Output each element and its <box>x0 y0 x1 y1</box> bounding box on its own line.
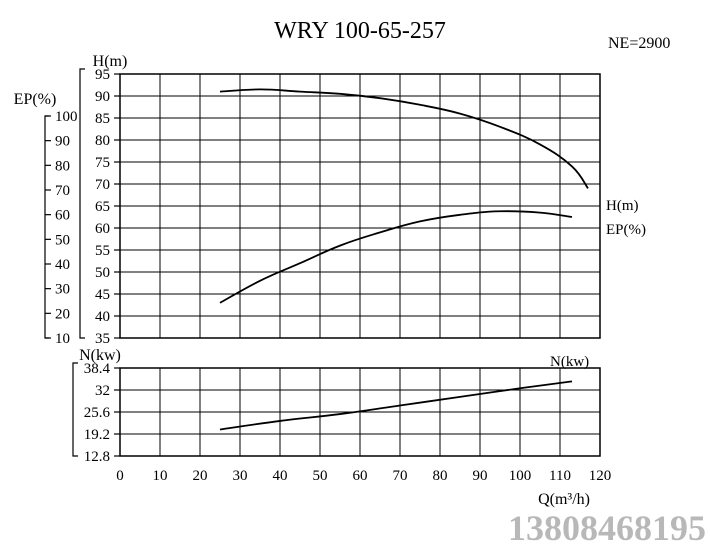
x-axis-label: Q(m³/h) <box>538 491 590 508</box>
h-tick: 40 <box>95 309 110 325</box>
h-tick: 55 <box>95 243 110 259</box>
ep-tick: 60 <box>55 208 70 224</box>
h-tick: 45 <box>95 287 110 303</box>
x-tick: 0 <box>116 468 124 484</box>
h-tick: 70 <box>95 177 110 193</box>
x-tick: 50 <box>313 468 328 484</box>
x-tick: 60 <box>353 468 368 484</box>
curve-ep <box>220 211 572 303</box>
x-tick: 30 <box>233 468 248 484</box>
n-tick: 12.8 <box>84 449 110 465</box>
pump-curve-chart: WRY 100-65-257 NE=2900 0 10 20 30 40 50 60 70 80 90… <box>0 0 710 550</box>
curve-h-label: H(m) <box>606 198 639 214</box>
ep-tick: 40 <box>55 257 70 273</box>
h-tick: 65 <box>95 199 110 215</box>
watermark: 13808468195 <box>508 508 706 548</box>
ep-tick: 100 <box>55 109 78 125</box>
ep-tick: 80 <box>55 158 70 174</box>
curve-n-label: N(kw) <box>550 354 589 370</box>
n-tick: 25.6 <box>84 405 111 421</box>
n-tick: 19.2 <box>84 427 110 443</box>
ep-tick: 10 <box>55 331 70 347</box>
chart-title: WRY 100-65-257 <box>274 18 446 44</box>
h-tick: 85 <box>95 111 110 127</box>
x-tick: 20 <box>193 468 208 484</box>
ep-tick: 30 <box>55 282 70 298</box>
h-tick: 90 <box>95 89 110 105</box>
curve-ep-label: EP(%) <box>606 222 646 238</box>
curve-n <box>220 381 572 429</box>
h-tick: 75 <box>95 155 110 171</box>
x-tick: 90 <box>473 468 488 484</box>
x-tick: 70 <box>393 468 408 484</box>
h-tick: 50 <box>95 265 110 281</box>
x-tick: 40 <box>273 468 288 484</box>
ep-tick: 70 <box>55 183 70 199</box>
h-tick: 80 <box>95 133 110 149</box>
h-tick: 60 <box>95 221 110 237</box>
curve-h <box>220 89 588 188</box>
h-axis-label: H(m) <box>93 53 128 70</box>
n-axis-label: N(kw) <box>79 347 121 364</box>
x-tick: 110 <box>549 468 571 484</box>
x-tick: 120 <box>589 468 612 484</box>
x-tick: 10 <box>153 468 168 484</box>
x-tick: 80 <box>433 468 448 484</box>
ne-label: NE=2900 <box>608 35 670 52</box>
x-tick: 100 <box>509 468 532 484</box>
h-tick: 35 <box>95 331 110 347</box>
ep-tick: 90 <box>55 134 70 150</box>
ep-axis-label: EP(%) <box>14 91 57 108</box>
n-tick: 32 <box>95 383 110 399</box>
ep-tick: 20 <box>55 306 70 322</box>
ep-tick: 50 <box>55 232 70 248</box>
